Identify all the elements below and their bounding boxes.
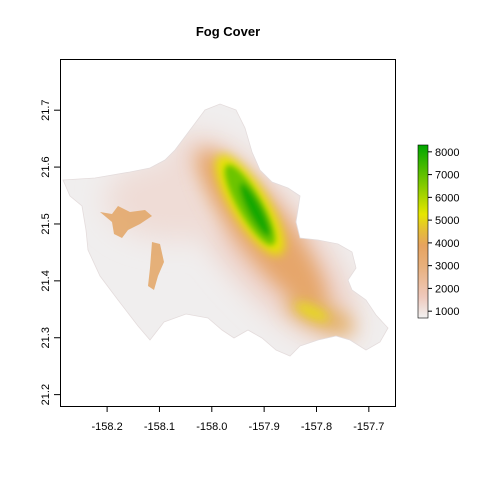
x-tick-label: -158.2 (92, 421, 123, 433)
y-tick-label: 21.6 (40, 156, 52, 177)
legend-tick-label: 2000 (435, 283, 459, 295)
legend-tick-label: 6000 (435, 192, 459, 204)
legend-tick-label: 4000 (435, 238, 459, 250)
legend-tick-label: 7000 (435, 170, 459, 182)
plot-frame (60, 59, 396, 407)
legend-tick-label: 5000 (435, 215, 459, 227)
legend-ticks: 1000 2000 3000 4000 5000 6000 7000 8000 (428, 147, 459, 318)
legend-tick-label: 8000 (435, 147, 459, 159)
green-field (224, 164, 276, 246)
orange-branches (100, 206, 164, 290)
y-tick-label: 21.2 (40, 384, 52, 405)
legend-tick-label: 3000 (435, 261, 459, 273)
x-tick-label: -157.8 (301, 421, 332, 433)
x-axis: -158.2 -158.1 -158.0 -157.9 -157.8 -157.7 (92, 406, 384, 433)
x-tick-label: -158.1 (144, 421, 175, 433)
x-tick-label: -157.9 (249, 421, 280, 433)
y-tick-label: 21.5 (40, 213, 52, 234)
legend-colorbar (417, 144, 429, 319)
island-outline (62, 103, 389, 357)
map-title: Fog Cover (196, 24, 260, 39)
legend-tick-label: 1000 (435, 306, 459, 318)
y-axis: 21.2 21.3 21.4 21.5 21.6 21.7 (40, 99, 60, 405)
y-tick-label: 21.3 (40, 327, 52, 348)
x-tick-label: -158.0 (196, 421, 227, 433)
x-tick-label: -157.7 (353, 421, 384, 433)
y-tick-label: 21.4 (40, 270, 52, 291)
fog-raster (63, 104, 388, 356)
y-tick-label: 21.7 (40, 99, 52, 120)
